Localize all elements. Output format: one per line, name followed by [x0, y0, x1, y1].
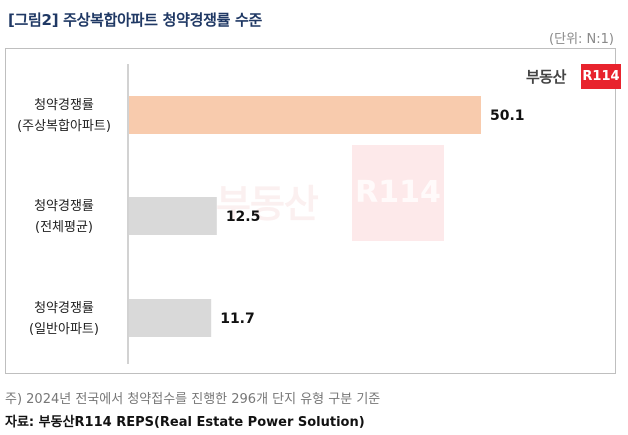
category-label-1-line-2: (주상복합아파트) [17, 119, 111, 134]
category-label-3-line-2: (일반아파트) [29, 322, 99, 337]
chart-title: [그림2] 주상복합아파트 청약경쟁률 수준 [8, 11, 263, 29]
category-label-1-line-1: 청약경쟁률 [34, 98, 94, 113]
category-label-2-line-2: (전체평균) [35, 220, 93, 235]
data-label-3: 11.7 [220, 311, 255, 327]
bar-3 [129, 299, 212, 337]
source-note: 자료: 부동산R114 REPS(Real Estate Power Solut… [5, 415, 365, 430]
data-label-2: 12.5 [226, 209, 261, 225]
data-label-1: 50.1 [490, 108, 525, 124]
category-label-3-line-1: 청약경쟁률 [34, 301, 94, 316]
unit-label: (단위: N:1) [549, 32, 614, 47]
logo-text: 부동산 [526, 68, 566, 86]
bar-1 [129, 96, 481, 134]
category-label-2-line-1: 청약경쟁률 [34, 199, 94, 214]
logo-badge: R114 [581, 64, 621, 89]
bar-2 [129, 197, 217, 235]
footnote: 주) 2024년 전국에서 청약접수를 진행한 296개 단지 유형 구분 기준 [5, 392, 381, 407]
bars-group: 50.1 청약경쟁률 (주상복합아파트) 12.5 청약경쟁률 (전체평균) 11.7 청약경… [17, 96, 525, 337]
